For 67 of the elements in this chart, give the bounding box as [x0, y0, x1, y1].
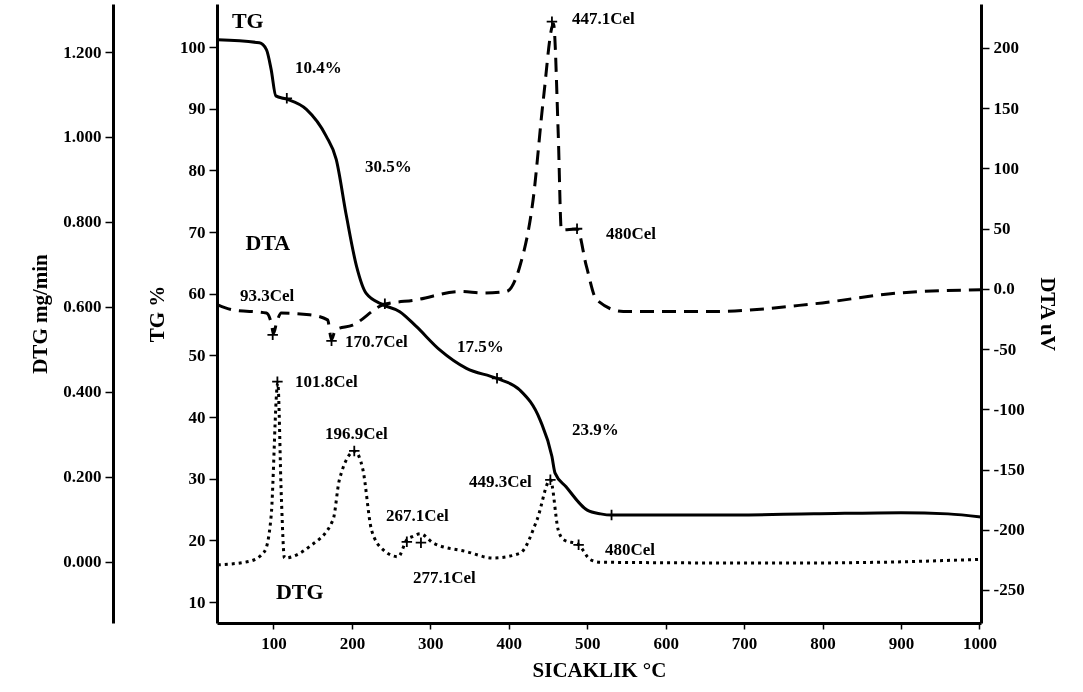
x-tick-label: 200: [339, 633, 366, 653]
annotation: 480Cel: [605, 540, 656, 559]
annotation: 267.1Cel: [386, 506, 450, 525]
y-tick-label: 80: [188, 160, 206, 180]
x-tick-label: 600: [653, 633, 679, 653]
point: [271, 375, 284, 388]
annotation: 277.1Cel: [413, 568, 477, 587]
y-tick-label: 60: [188, 284, 206, 304]
x-tick-label: 900: [888, 633, 915, 653]
y3-tick-label: 0.800: [63, 212, 102, 232]
x-axis-title: SICAKLIK °C: [532, 657, 667, 682]
y2-tick-label: -50: [993, 339, 1017, 359]
annotation: 480Cel: [606, 224, 657, 243]
text: DTA: [245, 229, 291, 255]
x-tick-label: 400: [496, 633, 523, 653]
y2-tick-label: 100: [993, 158, 1019, 178]
annotation: 93.3Cel: [240, 286, 295, 305]
y3-tick-label: 1.200: [63, 42, 102, 62]
y2-tick-label: -150: [993, 460, 1025, 480]
y-tick-label: 20: [188, 530, 206, 550]
annotation: 10.4%: [295, 58, 342, 77]
annotation: 23.9%: [572, 420, 619, 439]
point: [414, 536, 428, 549]
y2-tick-label: 150: [993, 98, 1019, 118]
annotation: 101.8Cel: [295, 372, 359, 391]
x-tick-label: 500: [574, 633, 601, 653]
annotation: 17.5%: [457, 337, 504, 356]
annotation: 170.7Cel: [345, 332, 409, 351]
y2-tick-label: 200: [993, 38, 1019, 58]
y-tick-label: 50: [188, 345, 206, 365]
point: [400, 535, 413, 548]
y-tick-label: 90: [188, 99, 206, 119]
point: [348, 444, 361, 458]
x-tick-label: 100: [261, 633, 287, 653]
x-tick-label: 300: [418, 633, 444, 653]
annotation: 30.5%: [365, 157, 412, 176]
y-tick-label: 70: [188, 222, 206, 242]
x-tick-label: 1000: [962, 633, 997, 653]
point: [544, 473, 557, 486]
y3-tick-label: 0.000: [63, 552, 102, 572]
y-tick-label: 10: [188, 592, 206, 612]
y2-tick-label: -200: [993, 520, 1025, 540]
y3-tick-label: 0.400: [63, 382, 102, 402]
y2-tick-label: 50: [993, 219, 1011, 239]
y3-tick-label: 1.000: [63, 127, 102, 147]
y-tick-label: 30: [188, 469, 206, 489]
annotation: 449.3Cel: [469, 472, 533, 491]
y3-tick-label: 0.600: [63, 297, 102, 317]
x-tick-label: 800: [810, 633, 836, 653]
annotation: 447.1Cel: [572, 9, 636, 28]
y2-axis-title: DTA uV: [1035, 277, 1060, 351]
y2-tick-label: -250: [993, 580, 1025, 600]
point: [280, 92, 293, 105]
y3-axis-title: DTG mg/min: [28, 253, 53, 374]
y3-tick-label: 0.200: [63, 467, 102, 487]
x-tick-label: 700: [731, 633, 758, 653]
y-tick-label: 100: [180, 37, 206, 57]
y2-tick-label: 0.0: [993, 279, 1015, 299]
point: [490, 372, 504, 385]
series-label: DTG: [275, 578, 324, 604]
point: [572, 538, 585, 551]
annotation: 196.9Cel: [325, 424, 389, 443]
point: [570, 222, 584, 235]
y-tick-label: 40: [188, 407, 206, 427]
series-label: TG: [231, 7, 264, 33]
y2-tick-label: -100: [993, 399, 1025, 419]
y-axis-title: TG %: [145, 285, 169, 343]
